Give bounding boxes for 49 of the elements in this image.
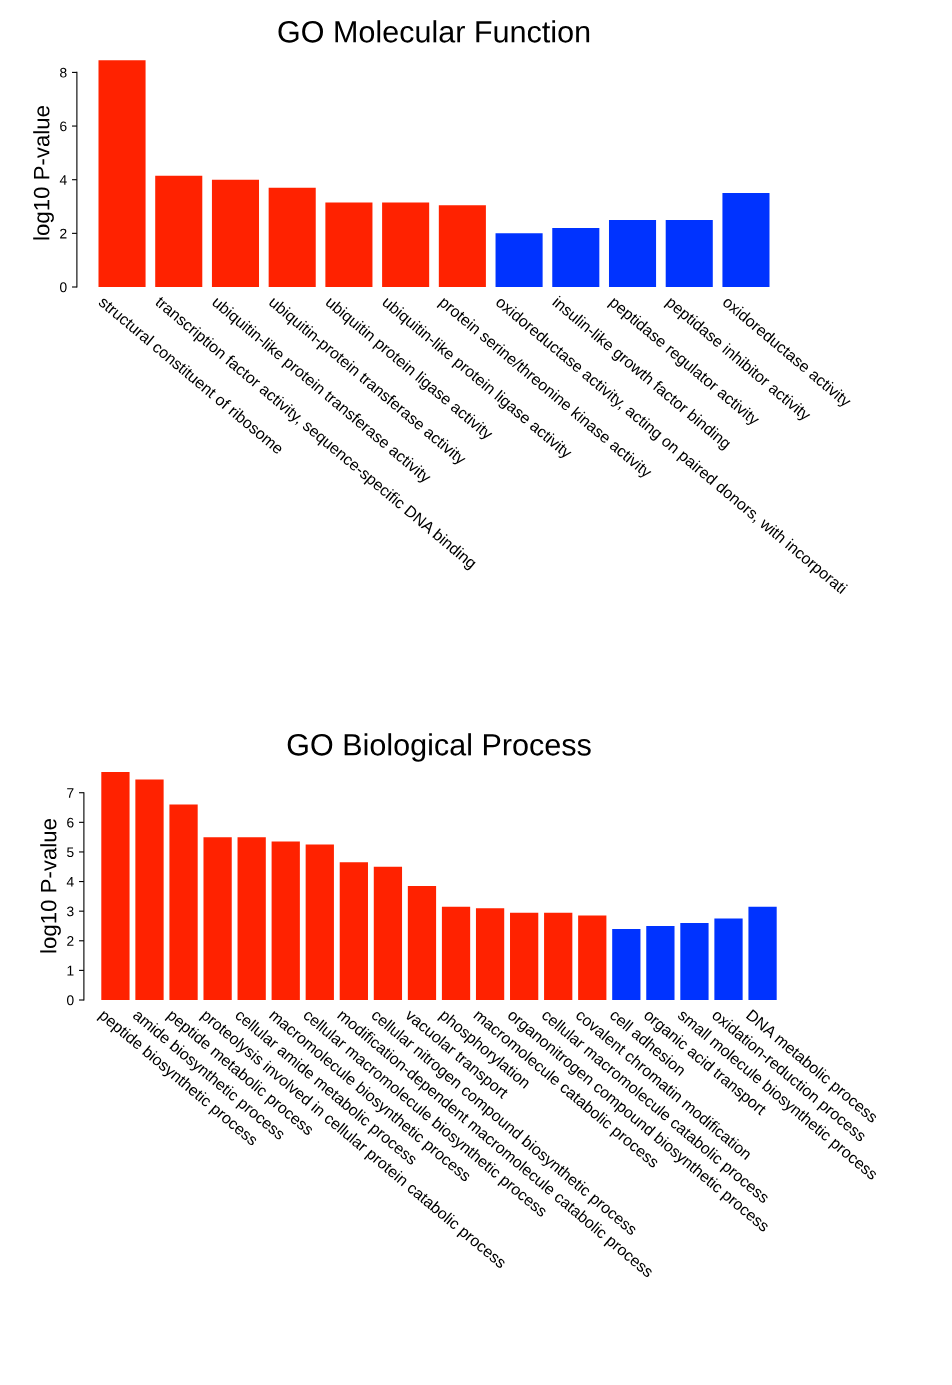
y-tick-label: 8 — [60, 67, 67, 78]
y-tick-label: 1 — [67, 965, 74, 976]
bar — [271, 841, 300, 1000]
chart-title: GO Biological Process — [287, 733, 591, 762]
bar — [665, 219, 713, 287]
bar — [237, 837, 266, 1000]
y-tick-label: 5 — [67, 847, 74, 858]
y-tick-label: 4 — [59, 175, 67, 185]
bar — [612, 928, 641, 1000]
bar — [714, 918, 743, 1000]
bar — [203, 837, 232, 1000]
y-tick-label: 6 — [67, 817, 74, 828]
bar — [305, 844, 334, 1000]
chart-title: GO Molecular Function — [278, 20, 590, 43]
bar — [722, 193, 770, 287]
bar — [211, 179, 260, 287]
y-tick-label: 0 — [59, 282, 67, 293]
bar — [552, 227, 600, 287]
y-tick-label: 6 — [60, 121, 67, 132]
y-tick-label: 0 — [66, 995, 74, 1006]
bar — [680, 923, 709, 1000]
y-tick-label: 2 — [60, 228, 67, 239]
bar — [325, 202, 373, 287]
bar — [544, 912, 573, 1000]
bar — [373, 866, 403, 1000]
bar — [578, 915, 607, 1000]
y-axis-title: log10 P-value — [33, 106, 54, 240]
y-axis-title: log10 P-value — [40, 819, 61, 953]
bar — [101, 772, 130, 1000]
y-tick-label: 2 — [67, 936, 74, 946]
bar — [339, 862, 368, 1000]
bar — [98, 60, 146, 287]
bar — [169, 804, 198, 1000]
bar — [495, 233, 543, 287]
bar — [510, 912, 539, 1000]
bar — [608, 219, 657, 287]
bar — [475, 908, 505, 1000]
y-tick-label: 7 — [67, 788, 74, 798]
bar — [646, 925, 675, 1000]
y-tick-label: 3 — [66, 906, 74, 917]
bar — [407, 886, 437, 1000]
bar — [438, 205, 486, 287]
bar — [748, 906, 777, 1000]
bar — [268, 187, 316, 287]
bar — [155, 175, 203, 287]
bar — [441, 906, 471, 1000]
bar — [135, 779, 164, 1000]
bar — [382, 202, 430, 287]
y-tick-label: 4 — [66, 877, 74, 887]
